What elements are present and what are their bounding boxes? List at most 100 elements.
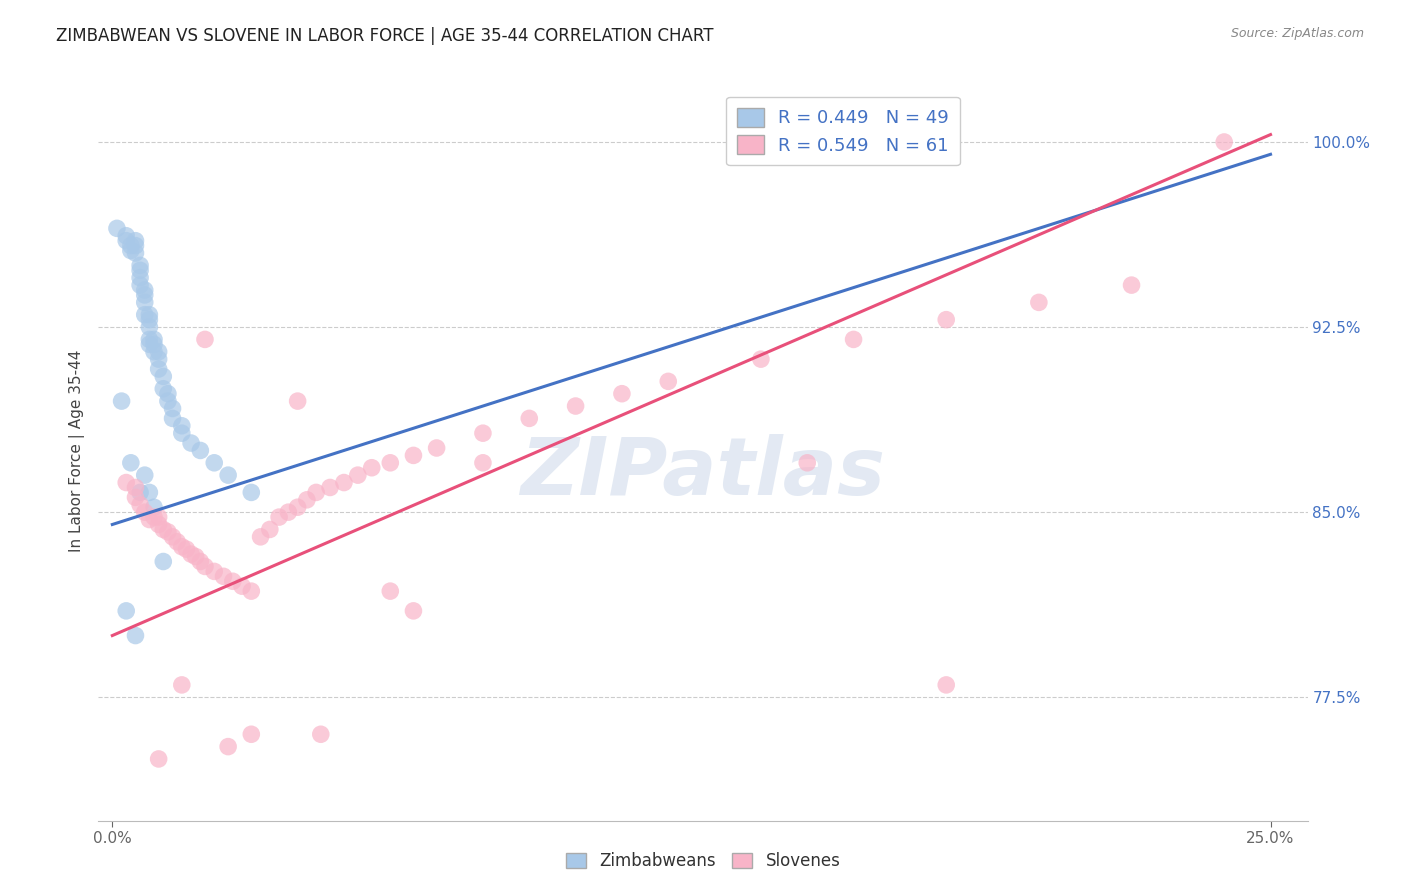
Point [184,549,207,564]
Point [105,221,128,235]
Point [269,510,291,524]
Point [222,574,245,589]
Point [287,500,309,515]
Legend: Zimbabweans, Slovenes: Zimbabweans, Slovenes [560,846,846,877]
Point [380,456,402,470]
Point [143,332,166,346]
Point [152,523,174,537]
Point [115,234,138,248]
Point [148,517,170,532]
Text: ZIMBABWEAN VS SLOVENE IN LABOR FORCE | AGE 35-44 CORRELATION CHART: ZIMBABWEAN VS SLOVENE IN LABOR FORCE | A… [56,27,714,45]
Point [134,308,156,322]
Point [170,540,193,554]
Point [124,234,146,248]
Text: Source: ZipAtlas.com: Source: ZipAtlas.com [1230,27,1364,40]
Point [347,468,370,483]
Point [935,678,957,692]
Point [170,418,193,433]
Point [148,510,170,524]
Point [110,394,132,409]
Point [1028,295,1050,310]
Point [426,441,449,455]
Point [180,436,202,450]
Point [138,312,160,326]
Point [148,344,170,359]
Point [319,481,342,495]
Point [138,332,160,346]
Point [138,485,160,500]
Point [148,362,170,376]
Point [124,238,146,252]
Point [166,534,188,549]
Point [134,288,156,302]
Point [842,332,865,346]
Point [143,510,166,524]
Point [143,344,166,359]
Point [287,394,309,409]
Point [277,505,299,519]
Point [1121,278,1143,293]
Point [170,426,193,441]
Point [231,579,253,593]
Point [259,523,281,537]
Point [162,401,184,416]
Point [471,456,494,470]
Point [138,337,160,351]
Point [176,542,198,557]
Point [610,386,633,401]
Point [143,500,166,515]
Point [156,394,179,409]
Point [212,569,235,583]
Point [124,481,146,495]
Point [360,460,382,475]
Point [138,512,160,526]
Point [402,604,425,618]
Point [517,411,540,425]
Point [129,498,152,512]
Point [657,375,679,389]
Point [129,485,152,500]
Point [162,411,184,425]
Point [180,547,202,561]
Point [217,739,239,754]
Point [138,308,160,322]
Point [134,505,156,519]
Point [156,386,179,401]
Point [217,468,239,483]
Point [796,456,818,470]
Y-axis label: In Labor Force | Age 35-44: In Labor Force | Age 35-44 [69,350,84,551]
Point [115,475,138,490]
Point [402,449,425,463]
Point [202,456,225,470]
Point [148,352,170,367]
Point [162,530,184,544]
Point [120,238,142,252]
Point [124,491,146,505]
Point [249,530,271,544]
Point [305,485,328,500]
Legend: R = 0.449   N = 49, R = 0.549   N = 61: R = 0.449 N = 49, R = 0.549 N = 61 [725,96,960,165]
Point [1213,135,1236,149]
Point [471,426,494,441]
Point [749,352,772,367]
Point [138,320,160,334]
Point [152,555,174,569]
Point [380,584,402,599]
Point [156,524,179,539]
Point [333,475,356,490]
Point [115,228,138,243]
Point [129,278,152,293]
Point [143,337,166,351]
Point [120,456,142,470]
Point [935,312,957,326]
Point [295,492,318,507]
Point [240,485,263,500]
Point [134,295,156,310]
Point [309,727,332,741]
Point [194,332,217,346]
Point [120,244,142,258]
Point [240,727,263,741]
Point [148,752,170,766]
Point [170,678,193,692]
Point [124,628,146,642]
